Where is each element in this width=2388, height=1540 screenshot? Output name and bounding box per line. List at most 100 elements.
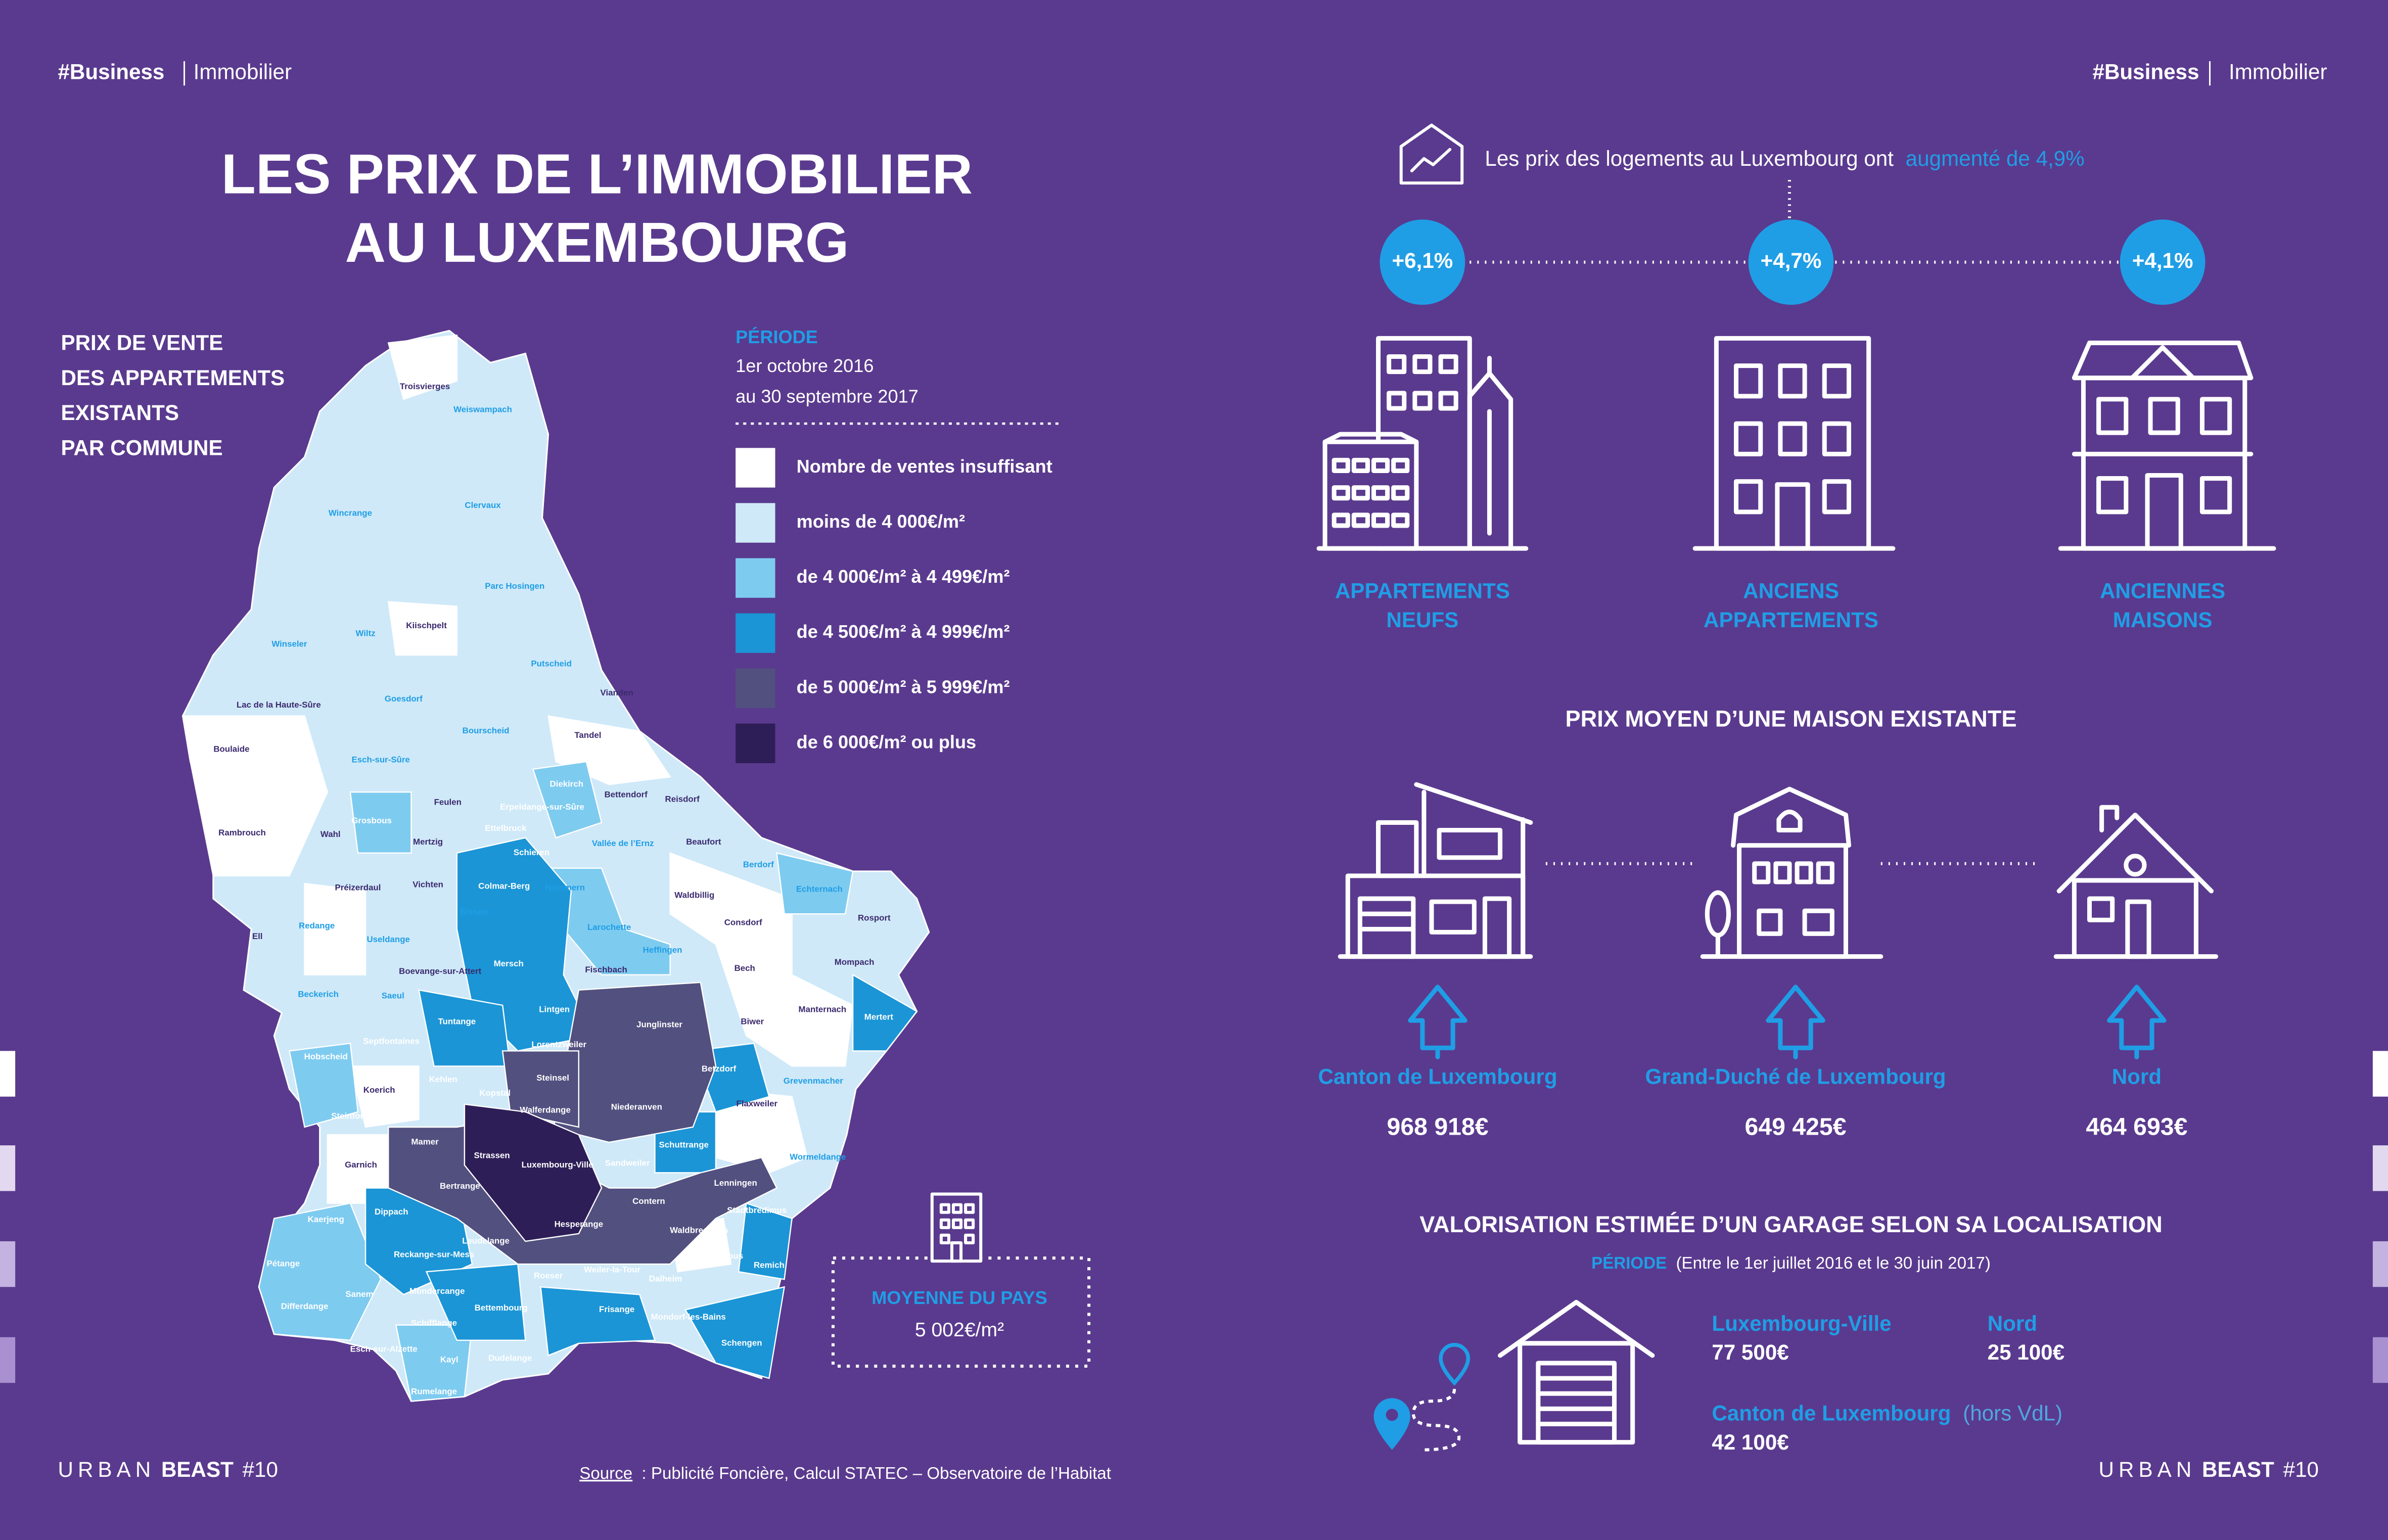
commune-label: Contern (632, 1196, 665, 1206)
commune-label: Pétange (267, 1259, 300, 1269)
issue: #10 (243, 1458, 278, 1481)
commune-label: Schengen (721, 1338, 762, 1347)
section-title: VALORISATION ESTIMÉE D’UN GARAGE SELON S… (1419, 1211, 2162, 1237)
commune-label: Heffingen (643, 945, 682, 955)
small-house-icon (2053, 805, 2219, 959)
title: LES PRIX DE L’IMMOBILIER (221, 142, 973, 205)
legend-label: moins de 4 000€/m² (797, 511, 965, 532)
brand: URBAN (58, 1458, 155, 1481)
commune-label: Fischbach (585, 965, 627, 974)
commune-label: Garnich (345, 1160, 377, 1170)
commune-label: Grevenmacher (784, 1076, 844, 1086)
commune-label: Lac de la Haute-Sûre (237, 700, 321, 710)
commune-label: Waldbillig (674, 891, 714, 900)
garage-place: Nord (1988, 1312, 2037, 1335)
commune-label: Schuttrange (659, 1140, 709, 1150)
old-houses-icon (2058, 340, 2276, 551)
commune-label: Nommern (545, 882, 585, 892)
region-label: Nord (2112, 1065, 2162, 1089)
side-tabs (0, 1051, 2388, 1383)
garage-value: 77 500€ (1712, 1340, 1788, 1364)
commune-label: Mersch (494, 959, 524, 968)
period-label: PÉRIODE (736, 326, 818, 347)
source-text: : Publicité Foncière, Calcul STATEC – Ob… (641, 1464, 1111, 1483)
commune-label: Vianden (601, 688, 633, 697)
commune-label: Diekirch (549, 779, 583, 789)
commune-label: Kiischpelt (406, 621, 447, 630)
commune-label: Remich (754, 1261, 785, 1270)
commune-label: Rambrouch (218, 828, 266, 837)
header-tag: #Business (58, 60, 164, 83)
legend-swatch (736, 723, 775, 763)
category-label: ANCIENNES (2100, 579, 2225, 603)
modern-house-icon (1338, 782, 1533, 959)
commune-label: Reisdorf (665, 795, 700, 804)
garage-place: Canton de Luxembourg (1712, 1402, 1951, 1425)
location-pin (2107, 985, 2167, 1059)
legend-swatch (736, 613, 775, 653)
commune-label: Ettelbruck (485, 823, 527, 833)
header-section: Immobilier (2229, 60, 2327, 83)
period-text: (Entre le 1er juillet 2016 et le 30 juin… (1676, 1254, 1990, 1273)
commune-label: Larochette (587, 922, 631, 932)
commune-label: Luxembourg-Ville (522, 1160, 593, 1170)
category-label: APPARTEMENTS (1704, 608, 1878, 632)
commune-label: Hesperange (555, 1219, 604, 1229)
change-value: +4,1% (2132, 249, 2193, 272)
commune-label: Colmar-Berg (478, 881, 530, 891)
commune-label: Dalheim (649, 1274, 682, 1284)
commune-label: Biwer (741, 1017, 764, 1026)
increase-highlight: augmenté de 4,9% (1906, 147, 2085, 170)
commune-label: Esch-sur-Sûre (352, 755, 410, 764)
commune-label: Mompach (835, 957, 875, 967)
category-label: ANCIENS (1743, 579, 1839, 603)
commune-label: Berdorf (743, 860, 774, 869)
garage-place-line: Canton de Luxembourg (hors VdL) (1712, 1402, 2062, 1425)
commune-label: Clervaux (465, 500, 501, 510)
commune-label: Sanem (345, 1289, 373, 1299)
commune-label: Rumelange (411, 1387, 457, 1396)
commune-label: Steinfort (331, 1111, 366, 1121)
period-line: 1er octobre 2016 (736, 355, 874, 376)
commune-label: Winseler (271, 639, 307, 648)
commune-label: Bourscheid (463, 726, 510, 735)
commune-label: Walferdange (520, 1105, 571, 1114)
increase-headline: Les prix des logements au Luxembourg ont… (1485, 147, 2084, 170)
commune-label: Wormeldange (790, 1152, 846, 1162)
commune-label: Consdorf (724, 918, 762, 927)
price-value: 649 425€ (1745, 1113, 1847, 1141)
new-apartments-icon (1316, 336, 1529, 551)
commune-label: Mondercange (409, 1286, 465, 1296)
commune-label: Mertzig (413, 837, 443, 847)
legend-swatch (736, 448, 775, 488)
map-subtitle: PRIX DE VENTE (61, 331, 223, 355)
commune-label: Kayl (440, 1355, 458, 1364)
commune-label: Lenningen (714, 1178, 757, 1188)
header-section: Immobilier (194, 60, 292, 83)
map-subtitle: EXISTANTS (61, 401, 179, 425)
period-line: au 30 septembre 2017 (736, 386, 919, 406)
house-chart-icon (1399, 123, 1464, 185)
legend-swatch (736, 668, 775, 708)
price-value: 968 918€ (1387, 1113, 1489, 1141)
commune-label: Leudelange (462, 1236, 510, 1245)
map: Troisvierges Weiswampach Wincrange Clervaux… (181, 330, 930, 1402)
building-icon (930, 1192, 983, 1263)
commune-label: Steinsel (536, 1073, 569, 1083)
garage-value: 42 100€ (1712, 1430, 1788, 1454)
commune-label: Betzdorf (702, 1064, 737, 1074)
title: AU LUXEMBOURG (345, 211, 849, 274)
commune-label: Junglinster (636, 1020, 682, 1030)
change-badge (1380, 219, 1465, 305)
commune-label: Ell (252, 931, 263, 941)
commune-label: Stadtbredimus (727, 1205, 787, 1215)
period-label: PÉRIODE (1591, 1253, 1667, 1273)
map-subtitle: DES APPARTEMENTS (61, 366, 285, 390)
commune-label: Schieren (514, 848, 549, 857)
commune-label: Saeul (382, 991, 404, 1000)
commune-label: Sandweiler (605, 1158, 650, 1168)
commune-label: Roeser (534, 1271, 563, 1281)
brand-bold: BEAST (161, 1458, 234, 1481)
commune-label: Redange (299, 921, 335, 930)
